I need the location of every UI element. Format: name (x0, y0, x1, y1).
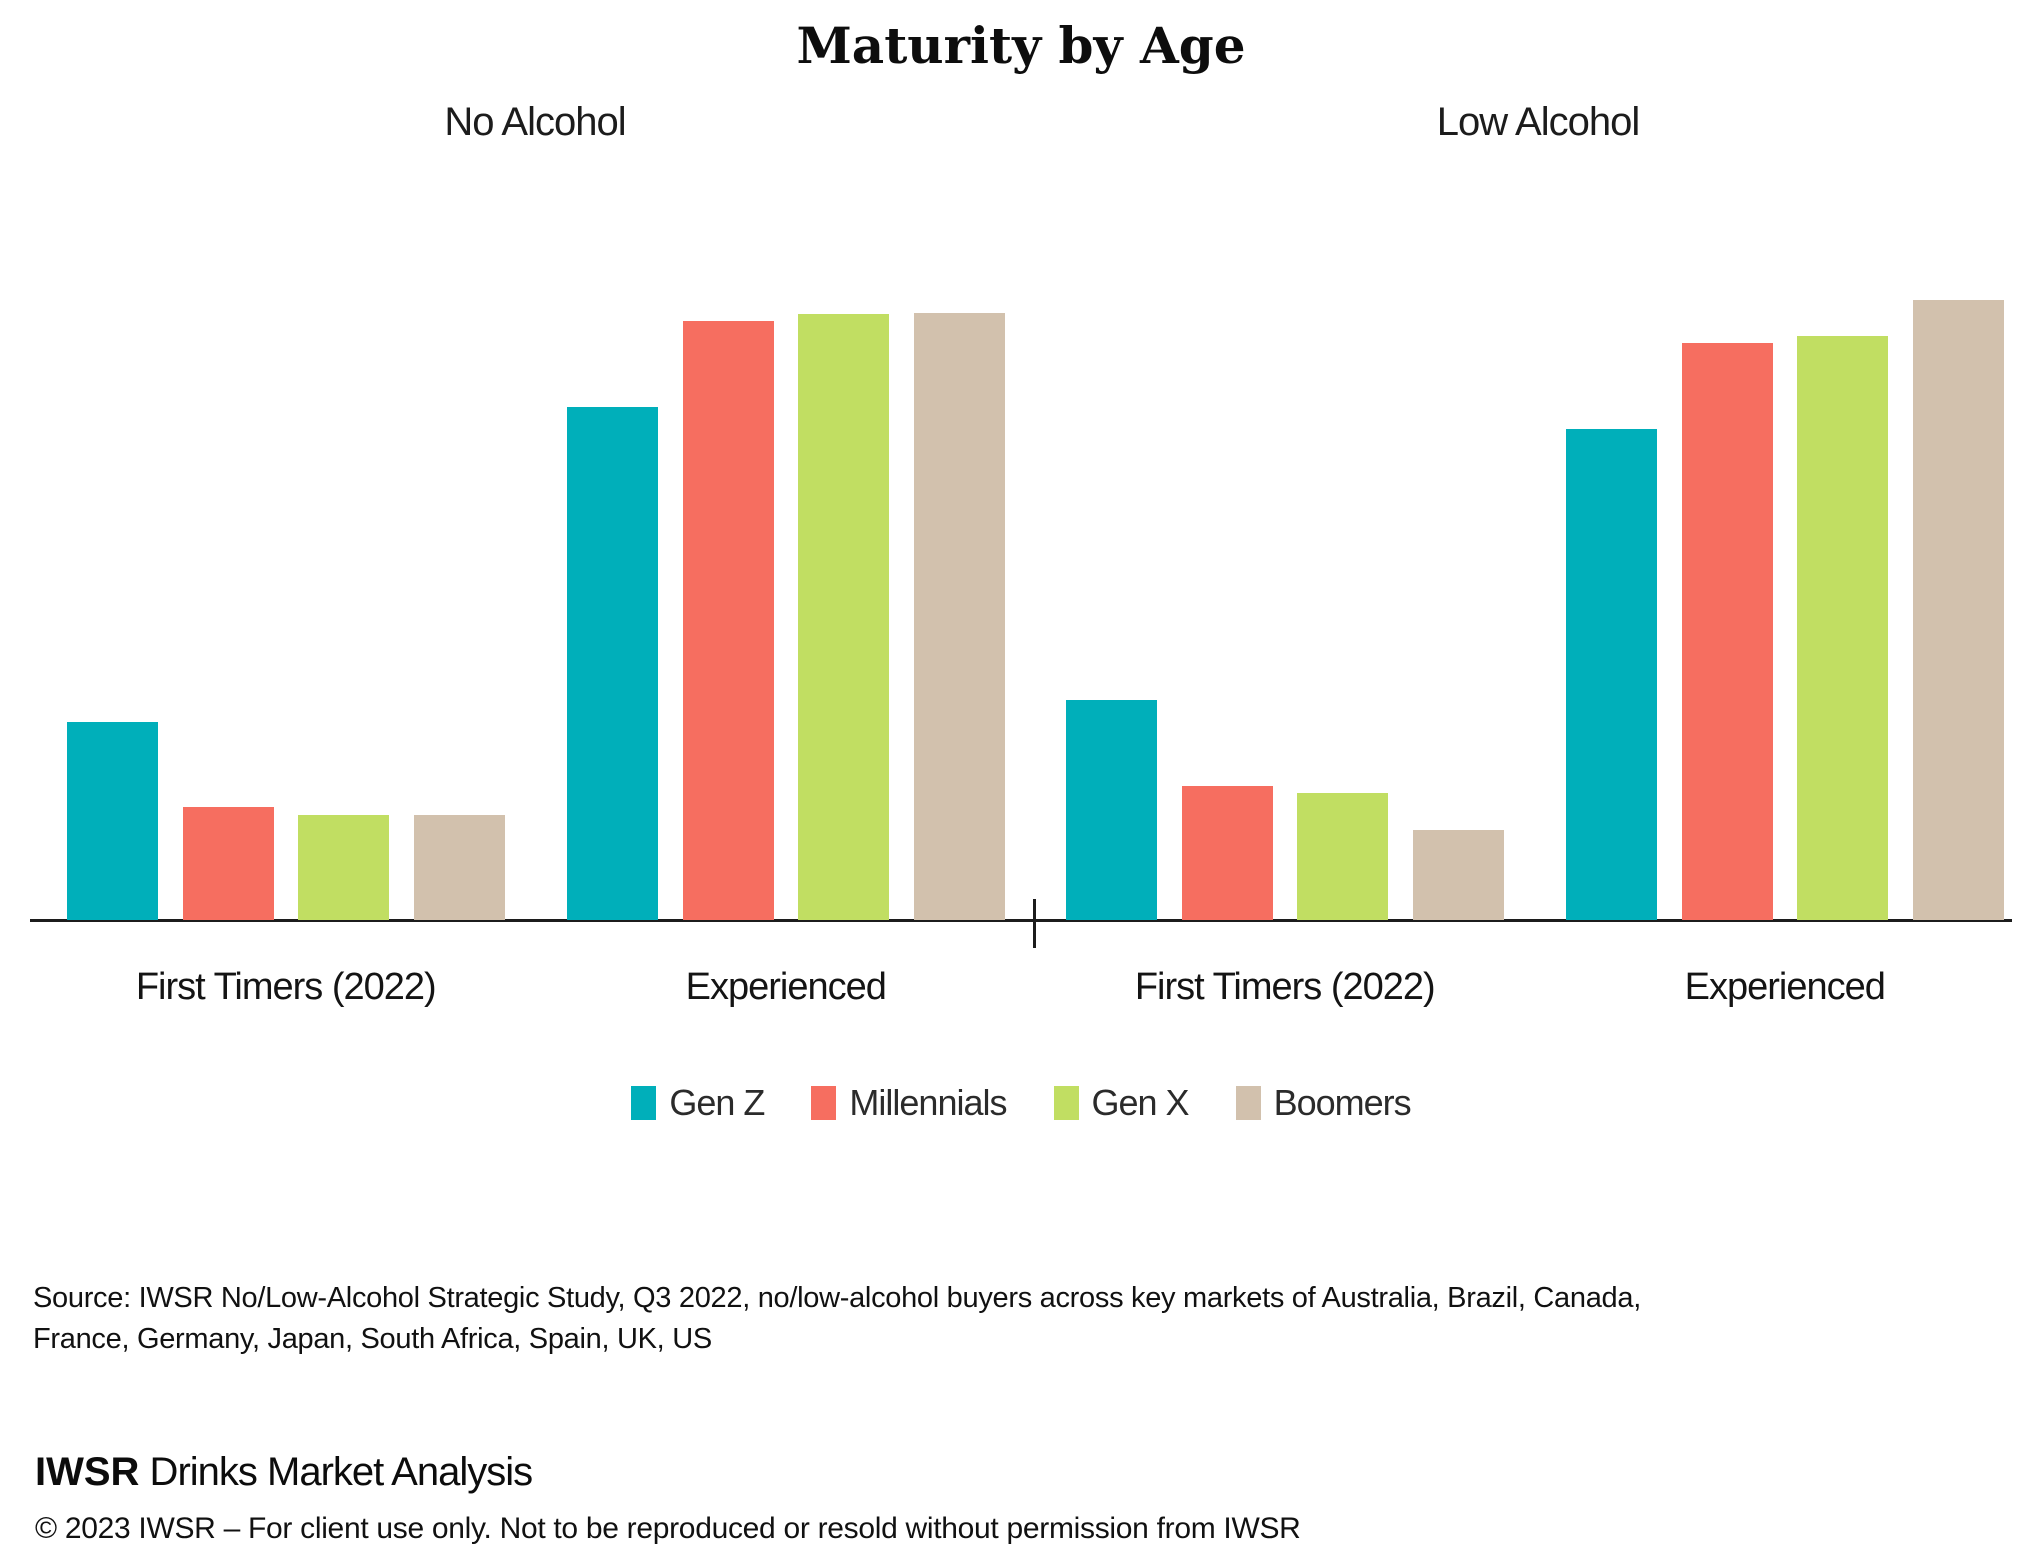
source-line-2: France, Germany, Japan, South Africa, Sp… (33, 1323, 712, 1355)
legend-label-boomers: Boomers (1273, 1082, 1412, 1123)
panel-subtitle-low-alcohol: Low Alcohol (1436, 100, 1640, 144)
source-note: Source: IWSR No/Low-Alcohol Strategic St… (33, 1278, 1641, 1360)
brand-line: IWSR Drinks Market Analysis (35, 1450, 534, 1495)
bar-no-alcohol-first-timers-2022-gen-x (298, 815, 389, 920)
axis-label-no-alcohol-experienced: Experienced (685, 966, 887, 1008)
brand-rest: Drinks Market Analysis (139, 1450, 534, 1494)
bar-no-alcohol-first-timers-2022-gen-z (67, 722, 158, 920)
legend-item-millennials: Millennials (811, 1082, 1008, 1124)
bar-no-alcohol-first-timers-2022-millennials (182, 807, 274, 920)
bar-no-alcohol-experienced-gen-x (798, 314, 889, 920)
legend-label-gen-z: Gen Z (669, 1082, 765, 1123)
bar-low-alcohol-first-timers-2022-gen-x (1297, 793, 1388, 920)
legend-swatch-millennials (811, 1086, 837, 1120)
panel-subtitle-no-alcohol: No Alcohol (444, 100, 626, 144)
source-line-1: Source: IWSR No/Low-Alcohol Strategic St… (33, 1282, 1641, 1314)
x-axis-line (30, 919, 2012, 922)
bar-low-alcohol-first-timers-2022-millennials (1181, 786, 1273, 920)
legend-item-gen-z: Gen Z (631, 1082, 765, 1124)
bar-low-alcohol-first-timers-2022-boomers (1412, 830, 1504, 920)
axis-label-no-alcohol-first-timers-2022: First Timers (2022) (135, 966, 437, 1008)
bar-low-alcohol-experienced-millennials (1681, 343, 1773, 920)
bar-no-alcohol-experienced-gen-z (567, 407, 658, 920)
bar-no-alcohol-first-timers-2022-boomers (413, 815, 505, 920)
legend-item-boomers: Boomers (1235, 1082, 1412, 1124)
bar-low-alcohol-first-timers-2022-gen-z (1066, 700, 1157, 920)
bar-no-alcohol-experienced-millennials (682, 321, 774, 920)
bar-no-alcohol-experienced-boomers (913, 313, 1005, 920)
legend-label-gen-x: Gen X (1091, 1082, 1190, 1123)
panel-divider-tick (1033, 899, 1036, 948)
legend-swatch-gen-x (1053, 1086, 1079, 1120)
copyright-line: © 2023 IWSR – For client use only. Not t… (35, 1512, 1301, 1545)
brand-iwsr: IWSR (35, 1450, 140, 1494)
axis-label-low-alcohol-first-timers-2022: First Timers (2022) (1134, 966, 1436, 1008)
bar-low-alcohol-experienced-boomers (1912, 300, 2004, 920)
axis-label-low-alcohol-experienced: Experienced (1684, 966, 1886, 1008)
legend-swatch-boomers (1235, 1086, 1261, 1120)
bar-low-alcohol-experienced-gen-z (1566, 429, 1657, 920)
chart-title: Maturity by Age (796, 16, 1246, 75)
legend-label-millennials: Millennials (849, 1082, 1007, 1123)
legend: Gen Z Millennials Gen X Boomers (30, 1082, 2012, 1124)
legend-swatch-gen-z (631, 1086, 657, 1120)
legend-item-gen-x: Gen X (1053, 1082, 1190, 1124)
bar-low-alcohol-experienced-gen-x (1797, 336, 1888, 920)
